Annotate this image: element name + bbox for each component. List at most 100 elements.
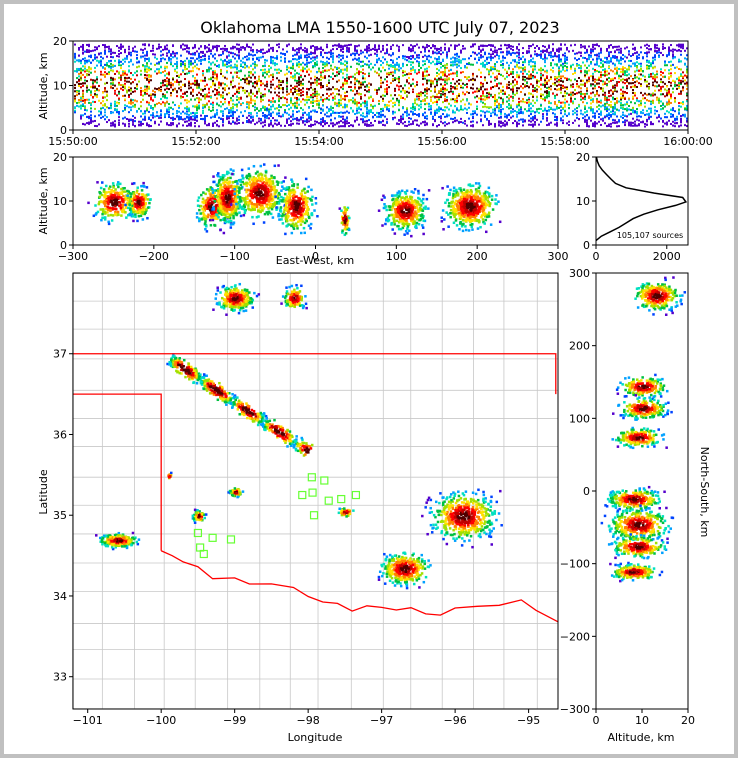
time-altitude-point bbox=[556, 93, 558, 96]
time-altitude-point bbox=[264, 59, 266, 62]
time-altitude-point bbox=[224, 108, 226, 111]
time-altitude-point bbox=[438, 69, 440, 72]
time-altitude-point bbox=[432, 80, 434, 83]
time-altitude-point bbox=[510, 104, 512, 107]
time-altitude-point bbox=[494, 98, 496, 101]
time-altitude-point bbox=[484, 102, 486, 105]
time-altitude-point bbox=[504, 91, 506, 94]
time-altitude-point bbox=[446, 113, 448, 116]
time-altitude-point bbox=[482, 48, 484, 51]
time-altitude-point bbox=[274, 62, 276, 65]
time-altitude-point bbox=[482, 90, 484, 93]
time-altitude-point bbox=[564, 77, 566, 80]
time-altitude-point bbox=[286, 121, 288, 124]
time-altitude-point bbox=[90, 121, 92, 124]
time-altitude-point bbox=[262, 48, 264, 51]
time-altitude-point bbox=[510, 88, 512, 91]
time-altitude-point bbox=[390, 94, 392, 97]
time-altitude-point bbox=[498, 102, 500, 105]
time-altitude-point bbox=[326, 46, 328, 49]
time-altitude-point bbox=[158, 71, 160, 74]
time-altitude-point bbox=[74, 100, 76, 103]
time-altitude-point bbox=[578, 64, 580, 67]
time-altitude-point bbox=[260, 98, 262, 101]
time-altitude-point bbox=[236, 105, 238, 108]
time-altitude-point bbox=[560, 75, 562, 78]
time-altitude-point bbox=[402, 44, 404, 47]
time-altitude-point bbox=[494, 125, 496, 128]
time-altitude-point bbox=[250, 72, 252, 75]
time-altitude-point bbox=[464, 93, 466, 96]
time-altitude-point bbox=[78, 46, 80, 49]
time-altitude-point bbox=[178, 87, 180, 90]
time-altitude-point bbox=[288, 124, 290, 127]
time-altitude-point bbox=[512, 115, 514, 118]
time-altitude-point bbox=[452, 56, 454, 59]
time-altitude-point bbox=[418, 95, 420, 98]
time-altitude-point bbox=[486, 95, 488, 98]
time-altitude-point bbox=[270, 123, 272, 126]
time-altitude-point bbox=[158, 62, 160, 65]
time-altitude-point bbox=[380, 116, 382, 119]
time-altitude-point bbox=[334, 103, 336, 106]
time-altitude-point bbox=[218, 82, 220, 85]
time-altitude-point bbox=[78, 48, 80, 51]
time-altitude-point bbox=[342, 45, 344, 48]
time-altitude-point bbox=[380, 95, 382, 98]
time-altitude-point bbox=[158, 47, 160, 50]
time-altitude-point bbox=[262, 114, 264, 117]
time-altitude-point bbox=[342, 83, 344, 86]
time-altitude-point bbox=[502, 85, 504, 88]
time-altitude-point bbox=[286, 101, 288, 104]
time-altitude-point bbox=[384, 105, 386, 108]
time-altitude-point bbox=[232, 66, 234, 69]
time-altitude-point bbox=[278, 87, 280, 90]
time-altitude-point bbox=[326, 69, 328, 72]
time-altitude-point bbox=[434, 45, 436, 48]
time-altitude-point bbox=[578, 91, 580, 94]
time-altitude-point bbox=[234, 71, 236, 74]
time-altitude-point bbox=[540, 53, 542, 56]
time-altitude-point bbox=[90, 50, 92, 53]
time-altitude-point bbox=[276, 123, 278, 126]
time-altitude-point bbox=[584, 107, 586, 110]
time-altitude-point bbox=[376, 89, 378, 92]
time-altitude-point bbox=[490, 44, 492, 47]
time-altitude-point bbox=[564, 69, 566, 72]
time-altitude-point bbox=[540, 67, 542, 70]
time-altitude-point bbox=[396, 77, 398, 80]
time-altitude-point bbox=[110, 76, 112, 79]
time-altitude-point bbox=[330, 118, 332, 121]
time-altitude-point bbox=[134, 120, 136, 123]
time-altitude-point bbox=[514, 60, 516, 63]
time-altitude-point bbox=[582, 61, 584, 64]
time-altitude-point bbox=[384, 115, 386, 118]
time-altitude-point bbox=[288, 70, 290, 73]
time-altitude-point bbox=[256, 64, 258, 67]
time-altitude-point bbox=[390, 71, 392, 74]
time-altitude-point bbox=[118, 90, 120, 93]
time-altitude-point bbox=[572, 121, 574, 124]
time-altitude-point bbox=[296, 79, 298, 82]
time-altitude-point bbox=[416, 72, 418, 75]
time-altitude-point bbox=[326, 63, 328, 66]
time-altitude-point bbox=[460, 67, 462, 70]
time-altitude-point bbox=[420, 91, 422, 94]
time-altitude-point bbox=[490, 86, 492, 89]
time-altitude-point bbox=[106, 99, 108, 102]
time-altitude-point bbox=[218, 65, 220, 68]
time-altitude-point bbox=[108, 64, 110, 67]
time-altitude-point bbox=[402, 69, 404, 72]
time-altitude-point bbox=[556, 84, 558, 87]
time-altitude-point bbox=[532, 69, 534, 72]
time-altitude-point bbox=[508, 64, 510, 67]
time-altitude-point bbox=[212, 115, 214, 118]
time-altitude-point bbox=[540, 93, 542, 96]
time-altitude-point bbox=[176, 114, 178, 117]
time-altitude-point bbox=[208, 48, 210, 51]
time-altitude-point bbox=[440, 89, 442, 92]
time-altitude-point bbox=[162, 57, 164, 60]
time-altitude-point bbox=[492, 111, 494, 114]
time-altitude-point bbox=[528, 51, 530, 54]
time-altitude-point bbox=[376, 50, 378, 53]
